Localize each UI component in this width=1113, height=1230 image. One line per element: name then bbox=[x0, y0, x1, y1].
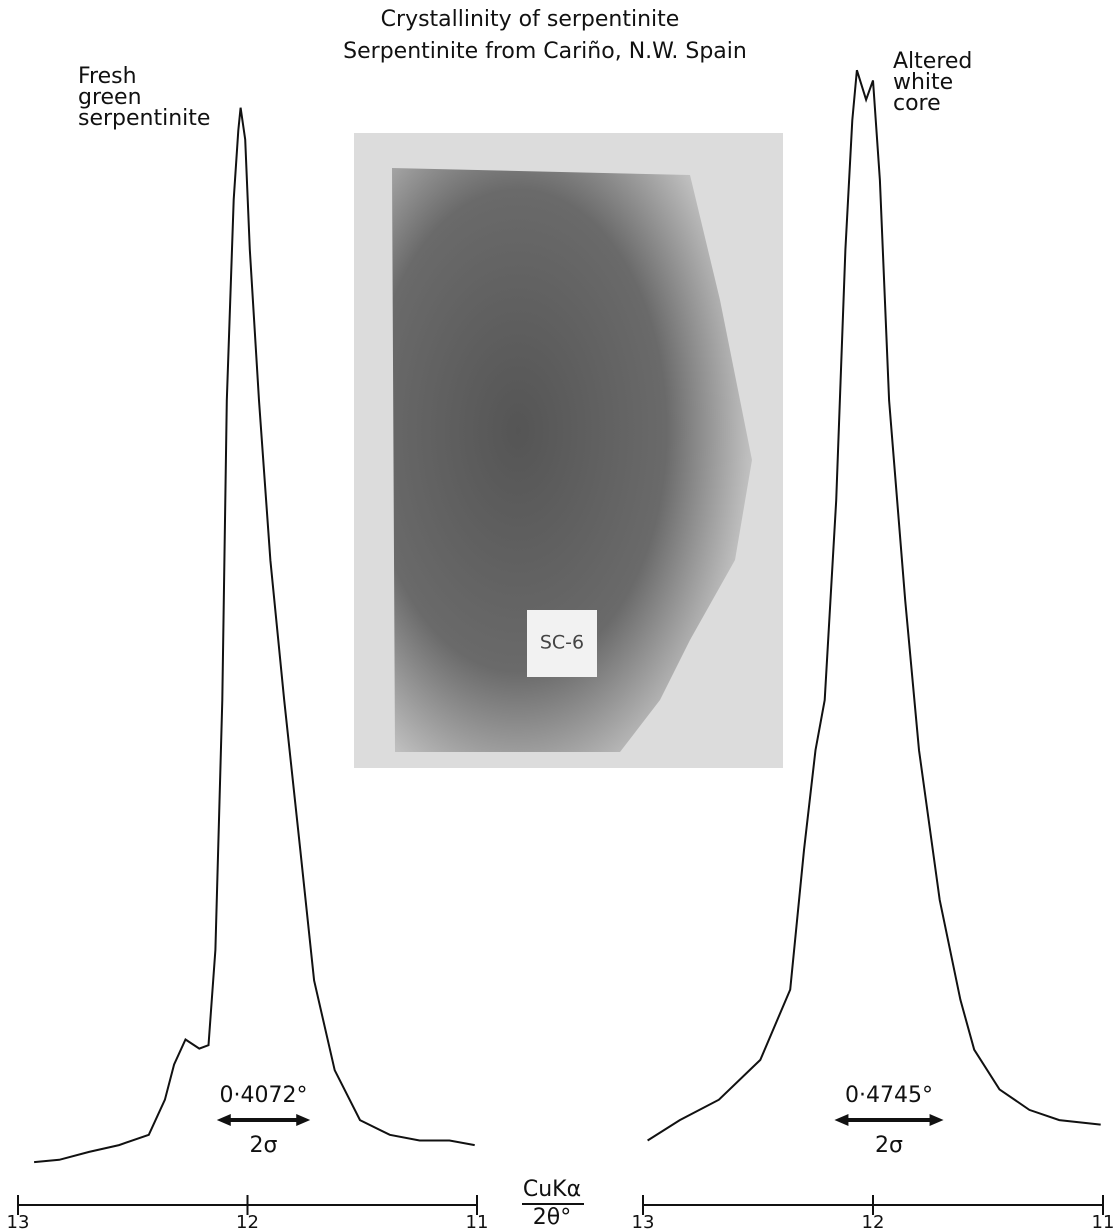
trace-label: serpentinite bbox=[78, 106, 210, 131]
width-arrow bbox=[216, 1114, 311, 1126]
trace-label: Fresh bbox=[78, 64, 137, 89]
trace bbox=[34, 107, 475, 1164]
width-label: 0·4745° bbox=[845, 1083, 933, 1108]
x-tick-label: 11 bbox=[466, 1212, 489, 1230]
x-tick-label: 11 bbox=[1092, 1212, 1113, 1230]
axis-label-top: CuKα bbox=[523, 1177, 581, 1202]
width-label: 0·4072° bbox=[220, 1083, 308, 1108]
x-tick-label: 12 bbox=[862, 1212, 885, 1230]
trace bbox=[647, 69, 1101, 1142]
trace-label: Altered bbox=[893, 49, 972, 74]
x-tick-label: 13 bbox=[632, 1212, 655, 1230]
trace-label: core bbox=[893, 91, 941, 116]
x-tick-label: 13 bbox=[7, 1212, 30, 1230]
axis-label-bottom: 2θ° bbox=[533, 1205, 571, 1230]
photo-label: SC-6 bbox=[540, 632, 584, 654]
subtitle: Serpentinite from Cariño, N.W. Spain bbox=[343, 39, 747, 64]
width-name: 2σ bbox=[875, 1133, 903, 1158]
trace-label: white bbox=[893, 70, 953, 95]
trace-label: green bbox=[78, 85, 142, 110]
title: Crystallinity of serpentinite bbox=[381, 7, 680, 32]
width-name: 2σ bbox=[250, 1133, 278, 1158]
width-arrow bbox=[834, 1114, 944, 1126]
photo: SC-6 bbox=[354, 133, 783, 768]
x-tick-label: 12 bbox=[236, 1212, 259, 1230]
